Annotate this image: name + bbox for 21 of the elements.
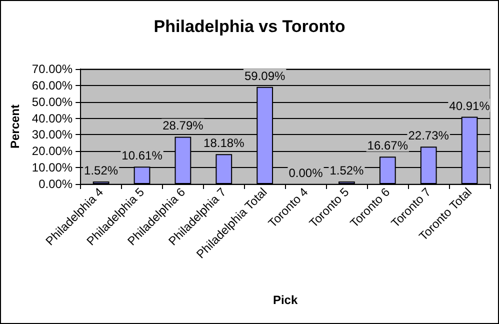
data-label: 59.09% [244,68,286,83]
data-label: 1.52% [84,164,118,178]
data-label: 0.00% [288,166,324,180]
data-label: 28.79% [162,118,204,133]
y-tick-label: 30.00% [32,128,73,142]
data-label: 10.61% [122,148,163,163]
y-tick-label: 20.00% [32,144,73,158]
y-tick-label: 0.00% [38,177,73,191]
data-label: 18.18% [204,136,245,150]
y-tick-label: 70.00% [32,62,73,76]
chart-title: Philadelphia vs Toronto [154,17,346,36]
data-label: 16.67% [367,138,408,153]
y-tick-label: 60.00% [32,78,73,92]
data-label: 1.52% [330,164,364,178]
x-axis-title: Pick [272,293,298,307]
y-tick-label: 40.00% [32,111,73,126]
y-axis-title: Percent [8,104,22,149]
y-tick-label: 50.00% [32,94,73,109]
data-label: 40.91% [449,98,490,113]
y-tick-label: 10.00% [32,160,73,175]
data-label: 22.73% [408,128,450,143]
